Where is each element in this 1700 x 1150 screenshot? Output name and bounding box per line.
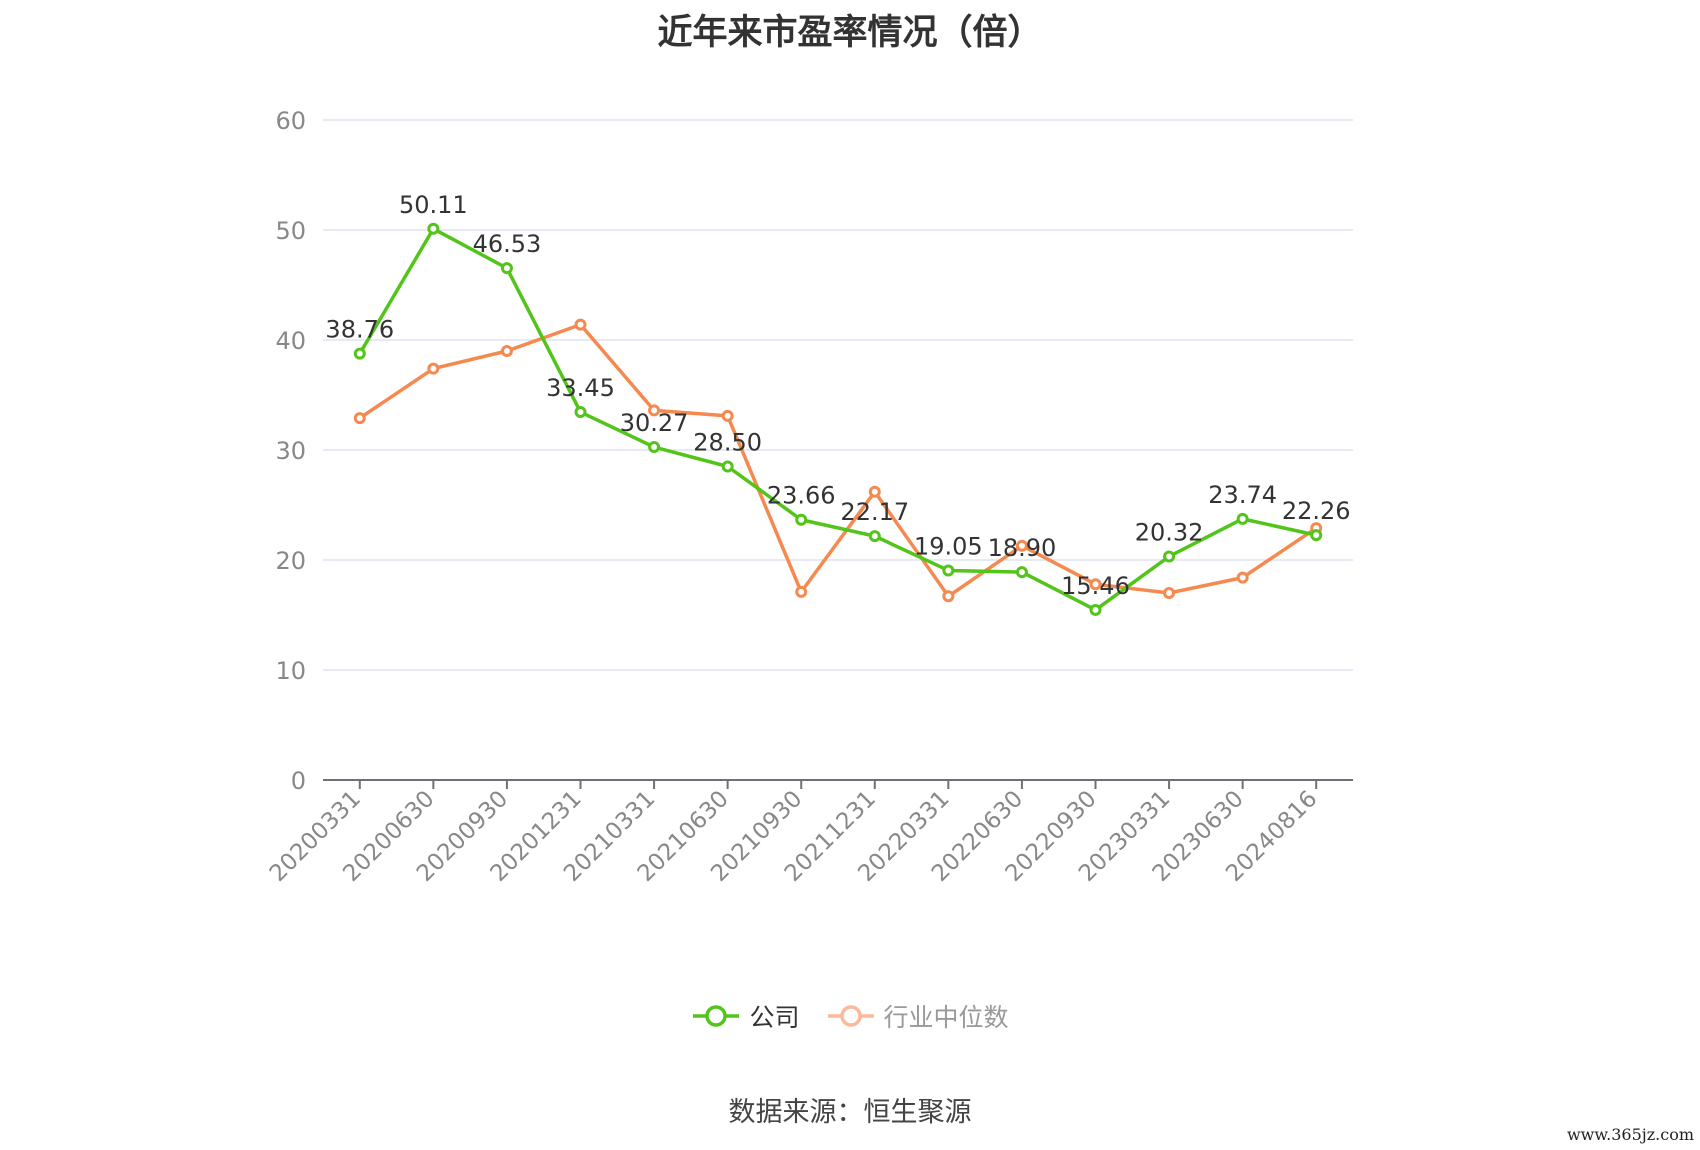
data-label: 46.53 [473,230,542,258]
data-point-company [1310,529,1323,542]
y-tick-label: 10 [275,657,306,685]
y-tick-label: 0 [291,767,306,795]
data-point-company [942,564,955,577]
data-label: 22.26 [1282,497,1351,525]
data-point-company [500,262,513,275]
series-line-company [358,227,1317,612]
data-point-industry [868,485,881,498]
legend-marker-industry [827,1005,874,1027]
data-point-industry [1163,587,1176,599]
data-point-industry [942,590,955,603]
y-tick-label: 20 [275,547,306,575]
legend: 公司 行业中位数 [0,998,1700,1034]
data-label: 23.74 [1208,481,1277,509]
data-point-company [1163,550,1176,563]
series-lines [353,222,1323,616]
y-tick-label: 40 [275,327,306,355]
series-line-industry [358,322,1318,599]
data-label: 22.17 [840,498,909,526]
data-point-company [427,222,440,235]
grid-lines [323,119,1353,671]
data-point-company [648,441,661,454]
y-tick-label: 60 [275,107,306,135]
data-point-industry [500,345,513,357]
data-label: 19.05 [914,532,983,560]
legend-item-industry[interactable]: 行业中位数 [826,998,1009,1034]
data-point-company [353,347,366,360]
data-label: 38.76 [325,316,394,344]
data-point-company [1089,603,1102,616]
data-point-company [868,530,881,543]
data-point-company [574,406,587,419]
legend-item-company[interactable]: 公司 [691,998,800,1034]
y-tick-label: 50 [275,217,306,245]
data-label: 28.50 [693,429,762,457]
data-point-company [721,460,734,473]
data-point-industry [427,362,440,375]
watermark: www.365jz.com [1566,1125,1694,1144]
data-label: 15.46 [1061,572,1130,600]
y-tick-label: 30 [275,437,306,465]
data-source: 数据来源：恒生聚源 [728,1097,972,1128]
data-label: 23.66 [767,482,836,510]
data-point-company [795,513,808,526]
data-label: 18.90 [988,534,1057,562]
data-point-industry [648,404,661,417]
data-point-industry [721,409,734,422]
data-point-industry [1236,571,1249,584]
data-point-industry [795,585,808,598]
data-point-company [1236,512,1249,525]
legend-label-industry: 行业中位数 [883,1003,1009,1032]
data-point-industry [1015,539,1028,552]
data-label: 30.27 [620,409,689,437]
data-point-industry [1089,578,1102,591]
legend-label-company: 公司 [749,1003,800,1032]
legend-marker-company [693,1005,740,1027]
data-label: 33.45 [546,374,615,402]
data-label: 20.32 [1135,518,1204,546]
data-label: 50.11 [399,191,468,219]
data-point-industry [353,412,366,425]
chart-title: 近年来市盈率情况（倍） [657,13,1043,53]
data-point-industry [574,318,587,331]
data-point-company [1015,566,1028,579]
